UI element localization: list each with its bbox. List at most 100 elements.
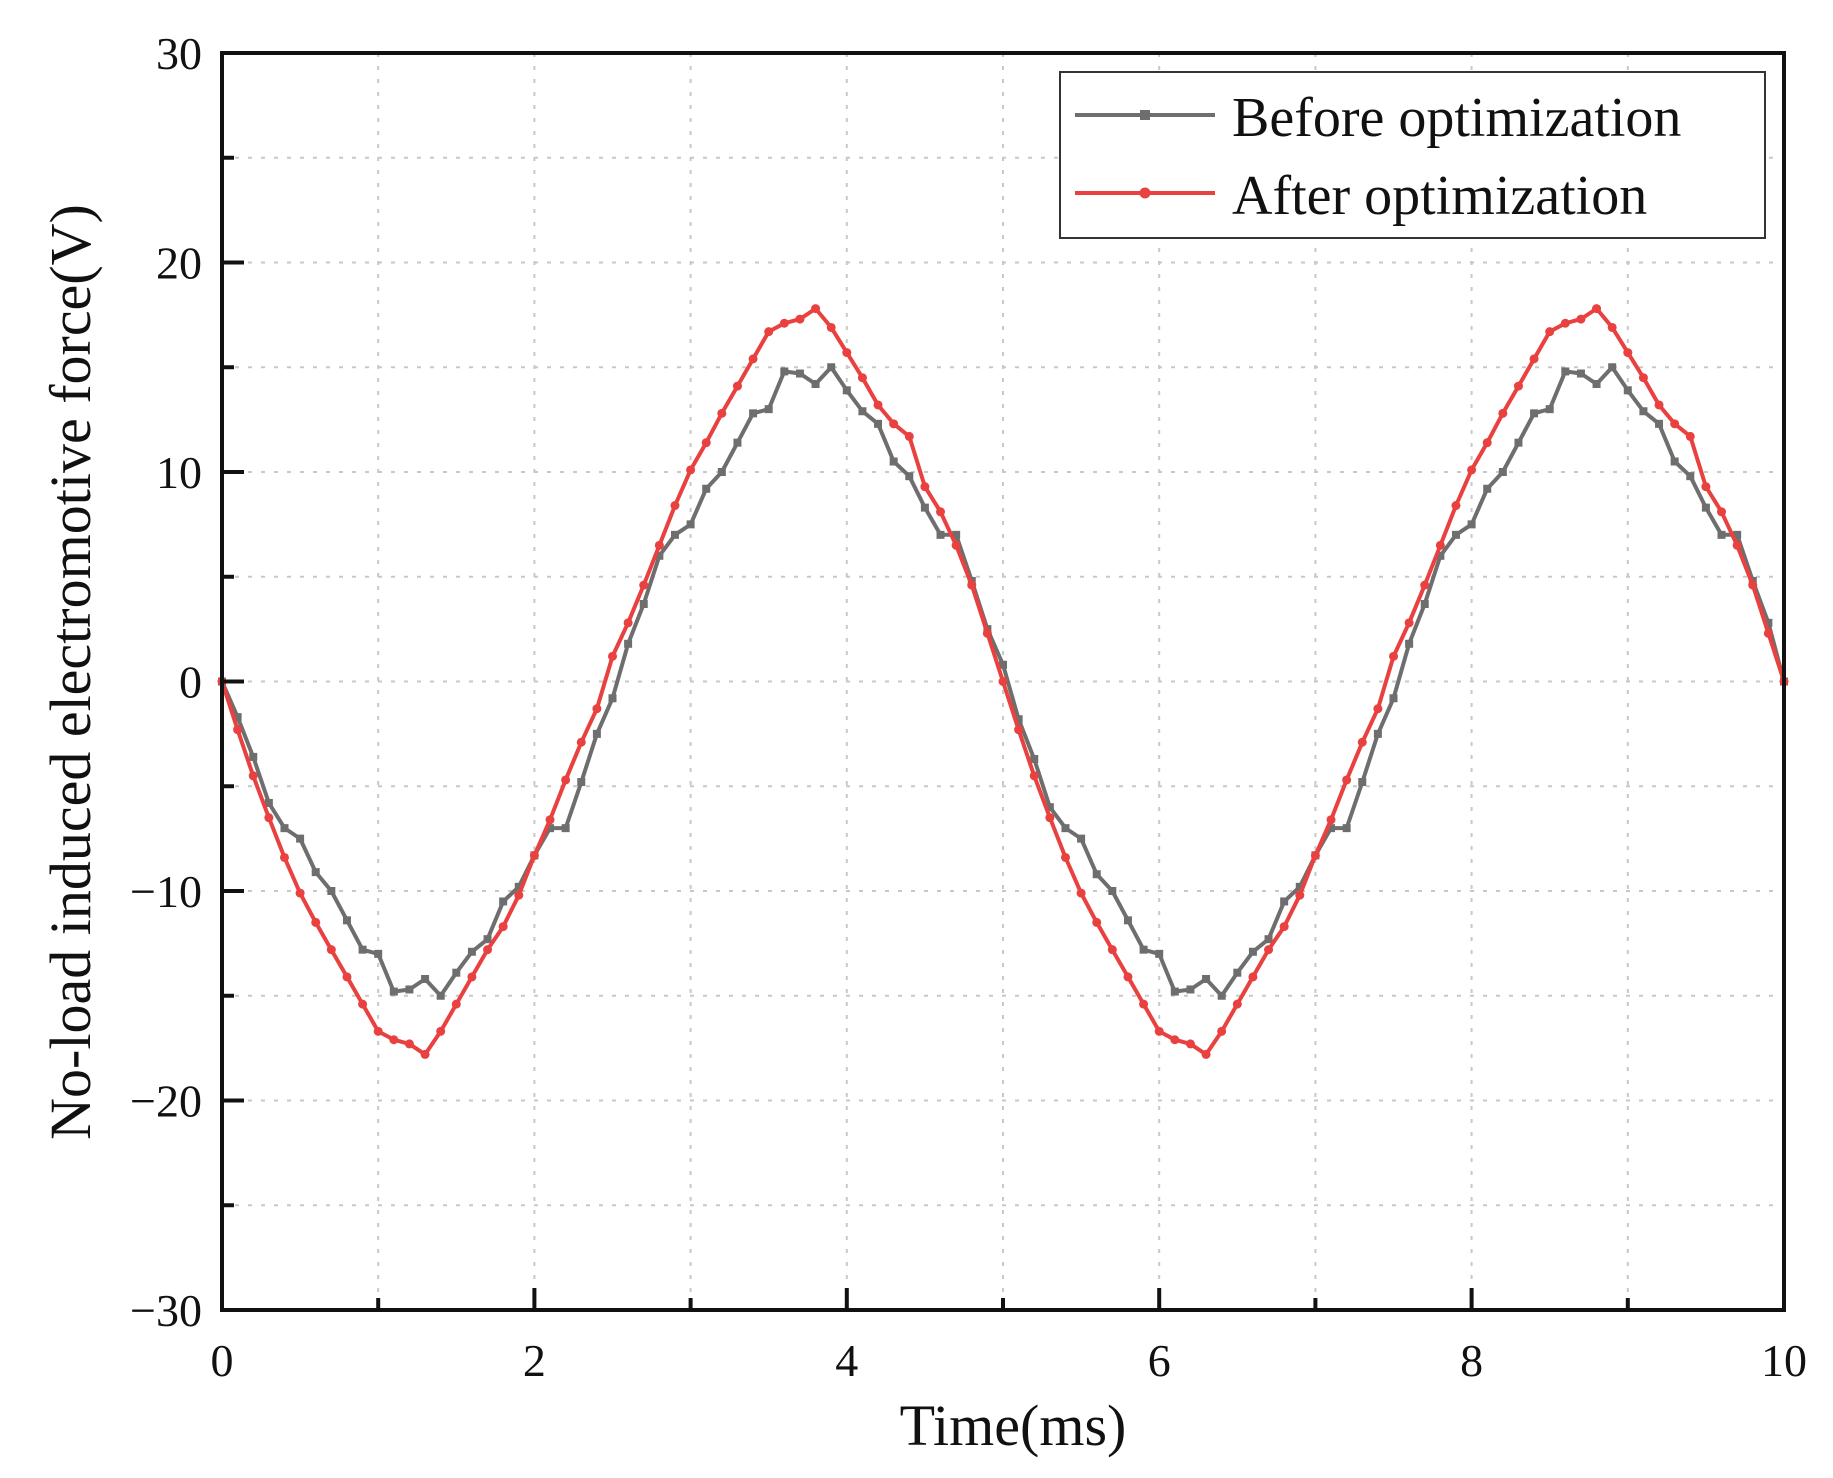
data-point [811,304,821,314]
data-point [498,922,508,932]
data-point [748,354,758,364]
data-point [264,813,274,823]
data-point [389,1035,399,1045]
data-point [1202,974,1211,983]
data-point [1358,778,1367,787]
data-point [1139,945,1148,954]
data-point [1295,882,1304,891]
x-axis-ticks: 0 2 4 6 8 10 [211,1288,1807,1386]
x-tick-label: 0 [211,1335,234,1386]
data-point [1201,1049,1211,1059]
data-point [842,386,851,395]
y-tick-label: 20 [156,238,202,289]
data-point [1701,482,1711,492]
data-point [623,618,633,628]
data-point [1279,922,1289,932]
data-point [1545,327,1555,337]
data-point [327,887,336,895]
data-point [670,501,680,511]
data-point [1732,540,1742,550]
data-point [1045,813,1055,823]
data-point [951,540,961,550]
data-point [842,348,852,358]
data-point [1685,431,1695,441]
data-point [904,431,914,441]
data-point [1576,369,1585,378]
x-axis-title: Time(ms) [900,1393,1127,1458]
data-point [1420,580,1430,590]
x-tick-label: 4 [835,1335,858,1386]
y-tick-label: −30 [130,1285,202,1336]
data-point [1451,530,1460,539]
data-point [1592,380,1601,389]
data-point [248,771,258,781]
data-point [1327,824,1336,833]
data-point [1373,729,1382,738]
data-point [1608,363,1617,372]
series-before-optimization [218,363,1788,1000]
data-point [1108,887,1117,895]
data-point [826,322,836,332]
data-point [311,868,320,877]
data-point [795,369,804,378]
data-point [857,373,867,383]
data-point [342,972,352,982]
data-point [1357,737,1367,747]
data-point [1186,985,1195,994]
data-point [296,834,305,843]
data-point [889,419,899,429]
data-point [920,503,929,512]
data-point [1154,1026,1164,1036]
legend-item-after [1075,187,1215,199]
data-point [1638,373,1648,383]
data-point [905,472,914,481]
data-point [1530,409,1539,418]
data-point [1295,890,1305,900]
data-point [389,987,398,996]
y-axis-title: No-load induced electromotive force(V) [38,204,103,1140]
data-point [545,815,555,825]
data-point [279,852,289,862]
data-point [873,400,883,410]
legend-label-after: After optimization [1232,165,1647,227]
data-point [1014,725,1024,735]
data-point [1467,465,1477,475]
data-point [1733,530,1742,539]
data-point [1280,897,1289,906]
data-point [1670,419,1680,429]
data-point [483,945,493,955]
data-point [1264,945,1274,955]
data-point [576,737,586,747]
data-point [1560,318,1570,328]
data-point [1670,457,1679,466]
data-point [561,775,571,785]
data-point [1529,354,1539,364]
data-point [467,947,476,956]
data-point [514,882,523,891]
data-point [405,985,414,994]
data-point [295,888,305,898]
y-axis-ticks: −30 −20 −10 0 10 20 30 [130,28,244,1336]
data-point [779,318,789,328]
data-point [1248,972,1258,982]
data-point [1655,419,1664,428]
data-point [780,367,789,376]
data-point [1076,888,1086,898]
data-point [936,530,945,539]
data-point [592,704,602,714]
data-point [732,381,742,391]
data-point [577,778,586,787]
data-point [1561,367,1570,376]
legend-swatch-marker [1140,110,1150,120]
data-point [1654,400,1664,410]
data-point [1404,618,1414,628]
data-point [733,438,742,447]
data-point [514,890,524,900]
data-point [1233,968,1242,977]
data-point [639,599,648,608]
data-point [982,628,992,638]
data-point [608,651,617,661]
data-point [1342,824,1351,833]
data-point [1123,972,1133,982]
